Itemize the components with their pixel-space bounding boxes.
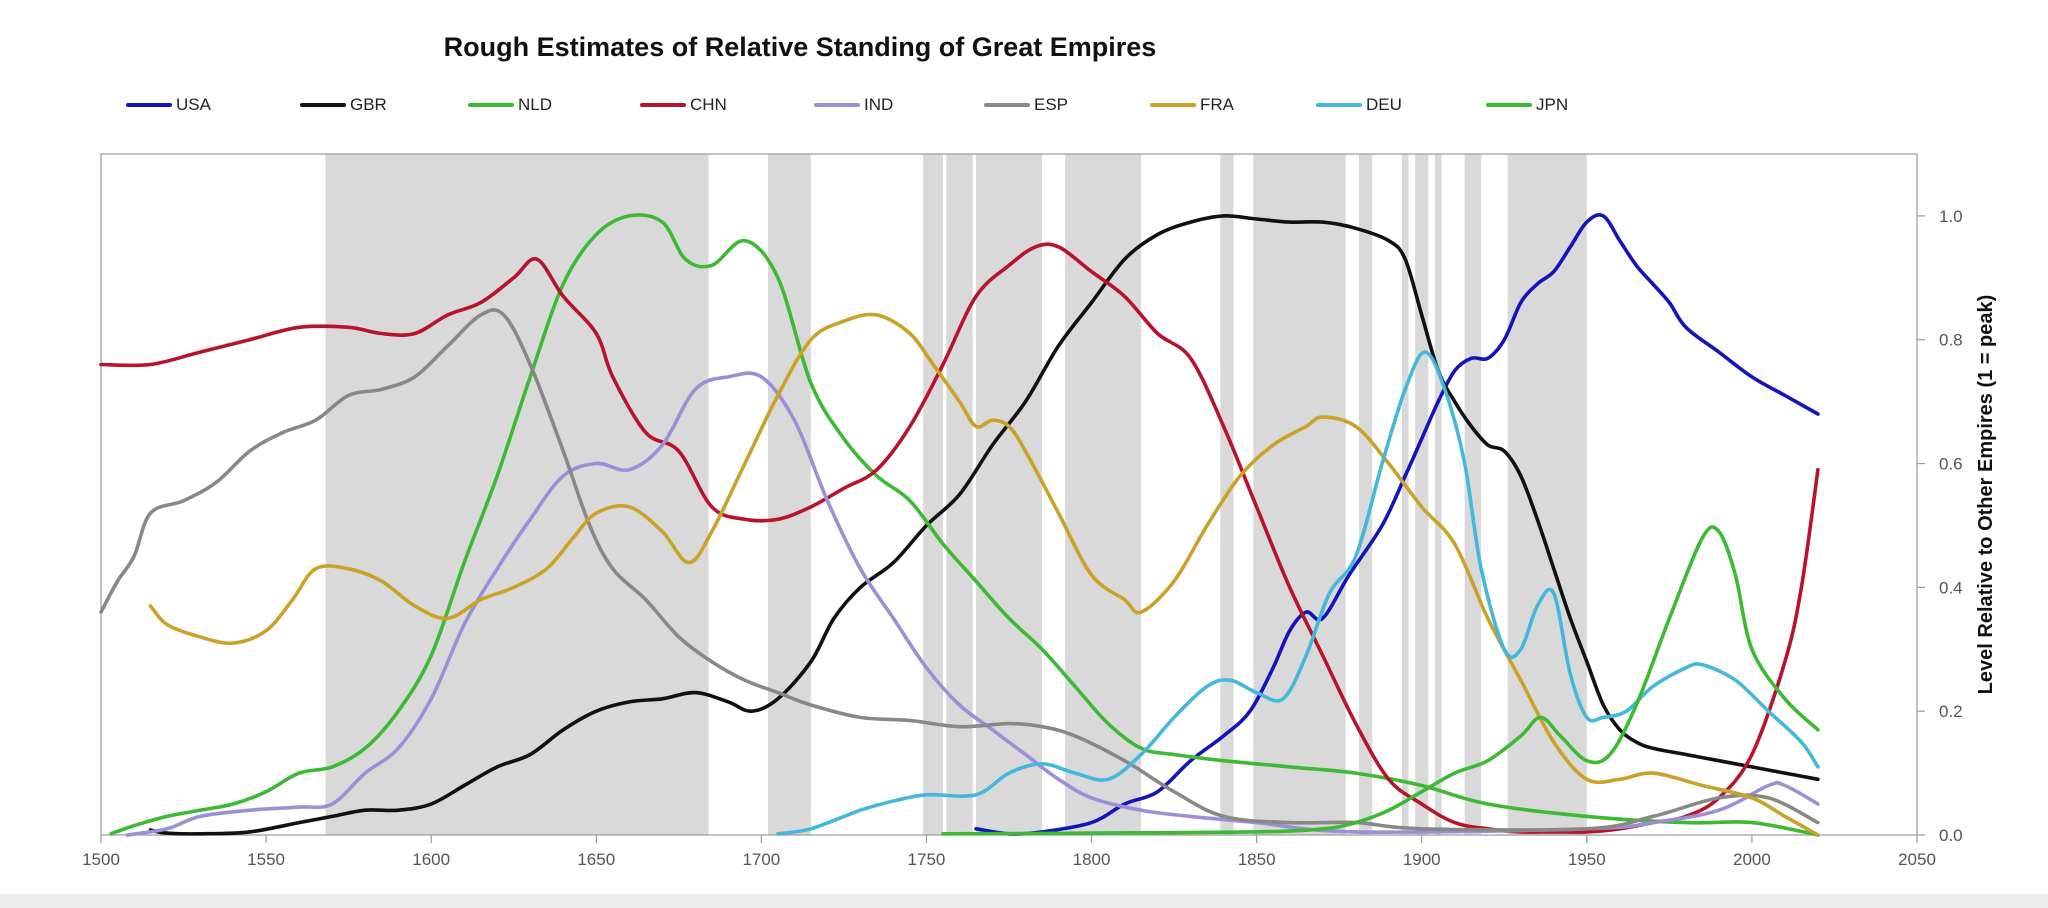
chart-legend: USA GBR NLD CHN IND ESP FRA DEU JPN: [0, 95, 1700, 125]
legend-item-chn: CHN: [640, 95, 727, 115]
x-tick-label: 2050: [1898, 850, 1936, 869]
legend-swatch-esp: [984, 103, 1030, 107]
legend-item-fra: FRA: [1150, 95, 1234, 115]
footer-band: [0, 894, 2048, 908]
legend-swatch-chn: [640, 103, 686, 107]
x-tick-label: 1950: [1568, 850, 1606, 869]
legend-swatch-gbr: [300, 103, 346, 107]
x-tick-label: 1550: [247, 850, 285, 869]
legend-item-nld: NLD: [468, 95, 552, 115]
legend-label-nld: NLD: [518, 95, 553, 114]
y-axis-ticks: 0.0 0.2 0.4 0.6 0.8 1.0: [1917, 207, 1963, 845]
x-axis-ticks: 1500 1550 1600 1650 1700 1750 1800 1850 1900 1950…: [82, 835, 1936, 869]
y-tick-label: 1.0: [1939, 207, 1963, 226]
y-tick-label: 0.6: [1939, 455, 1963, 474]
legend-item-jpn: JPN: [1486, 95, 1568, 115]
shaded-period: [1065, 154, 1142, 835]
legend-item-gbr: GBR: [300, 95, 387, 115]
legend-swatch-nld: [468, 103, 514, 107]
series-line-deu: [776, 350, 1820, 836]
legend-swatch-ind: [814, 103, 860, 107]
series-line-usa: [974, 213, 1820, 836]
x-tick-label: 1750: [908, 850, 946, 869]
x-tick-label: 1700: [742, 850, 780, 869]
legend-label-jpn: JPN: [1536, 95, 1569, 114]
legend-swatch-fra: [1150, 103, 1196, 107]
series-line-esp: [99, 308, 1820, 832]
x-tick-label: 1600: [412, 850, 450, 869]
y-tick-label: 0.2: [1939, 702, 1963, 721]
x-tick-label: 1900: [1403, 850, 1441, 869]
y-tick-label: 0.4: [1939, 578, 1963, 597]
shaded-period: [1464, 154, 1482, 835]
legend-label-gbr: GBR: [350, 95, 387, 114]
legend-label-esp: ESP: [1034, 95, 1069, 114]
series-lines: [99, 213, 1820, 837]
shaded-period: [1434, 154, 1442, 835]
shaded-period: [923, 154, 943, 835]
y-axis-label: Level Relative to Other Empires (1 = pea…: [1975, 295, 1997, 695]
legend-item-deu: DEU: [1316, 95, 1402, 115]
legend-swatch-usa: [126, 103, 172, 107]
x-tick-label: 2000: [1733, 850, 1771, 869]
legend-item-ind: IND: [814, 95, 893, 115]
chart-title: Rough Estimates of Relative Standing of …: [443, 32, 1157, 62]
shaded-period: [975, 154, 1043, 835]
x-tick-label: 1850: [1238, 850, 1276, 869]
legend-label-ind: IND: [864, 95, 894, 114]
legend-swatch-deu: [1316, 103, 1362, 107]
shaded-period: [1253, 154, 1346, 835]
y-tick-label: 0.0: [1939, 826, 1963, 845]
y-tick-label: 0.8: [1939, 331, 1963, 350]
x-tick-label: 1800: [1073, 850, 1111, 869]
legend-swatch-jpn: [1486, 103, 1532, 107]
shaded-period: [767, 154, 811, 835]
shaded-period: [1401, 154, 1409, 835]
legend-item-esp: ESP: [984, 95, 1068, 115]
series-line-nld: [109, 213, 1820, 837]
legend-label-chn: CHN: [690, 95, 727, 114]
shaded-period: [1415, 154, 1429, 835]
legend-label-usa: USA: [176, 95, 211, 114]
x-tick-label: 1500: [82, 850, 120, 869]
series-line-chn: [99, 242, 1820, 834]
series-line-jpn: [941, 525, 1820, 836]
legend-label-deu: DEU: [1366, 95, 1402, 114]
series-line-fra: [148, 312, 1820, 837]
legend-label-fra: FRA: [1200, 95, 1234, 114]
series-line-ind: [125, 371, 1820, 837]
shaded-period: [1358, 154, 1373, 835]
legend-item-usa: USA: [126, 95, 211, 115]
x-tick-label: 1650: [577, 850, 615, 869]
